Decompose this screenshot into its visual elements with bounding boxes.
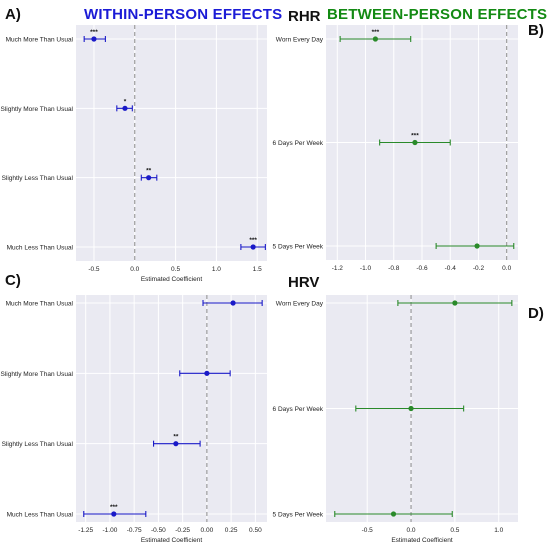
estimate-point: [204, 370, 210, 376]
y-category-label: 6 Days Per Week: [273, 140, 324, 147]
x-tick-label: -1.00: [103, 527, 118, 534]
x-tick-label: 0.5: [171, 266, 180, 273]
y-category-label: Much Less Than Usual: [7, 245, 74, 252]
chart-d: -0.5 0.0 0.5 1.0 Worn Every Day 6 Days Per We…: [273, 295, 518, 544]
significance-marker: *: [124, 98, 127, 105]
y-category-label: Slightly Less Than Usual: [2, 175, 74, 182]
hrv-label: HRV: [288, 274, 320, 291]
x-tick-label: 1.0: [494, 527, 503, 534]
x-tick-label: -1.25: [78, 527, 93, 534]
estimate-point: [452, 300, 458, 306]
estimate-point: [111, 511, 117, 517]
y-category-label: Slightly More Than Usual: [1, 371, 74, 378]
significance-marker: **: [173, 434, 179, 441]
significance-marker: ***: [372, 29, 380, 36]
x-tick-label: -0.5: [362, 527, 374, 534]
x-tick-label: -1.0: [360, 265, 372, 272]
x-tick-label: -0.50: [151, 527, 166, 534]
significance-marker: ***: [249, 237, 257, 244]
panel-label-a: A): [5, 6, 21, 23]
estimate-point: [372, 36, 379, 42]
x-tick-label: -0.4: [445, 265, 457, 272]
within-person-title: WITHIN-PERSON EFFECTS: [84, 6, 283, 23]
x-tick-label: 0.50: [249, 527, 262, 534]
estimate-point: [230, 300, 236, 306]
x-tick-label: 0.25: [225, 527, 238, 534]
panel-label-d: D): [528, 305, 544, 322]
plot-area-c: [76, 295, 267, 522]
significance-marker: ***: [90, 29, 98, 36]
x-tick-label: 1.0: [212, 266, 221, 273]
between-person-title: BETWEEN-PERSON EFFECTS: [327, 6, 548, 23]
chart-b: -1.2 -1.0 -0.8 -0.6 -0.4 -0.2 0.0 Worn Every Da…: [273, 25, 518, 272]
x-tick-label: 0.00: [201, 527, 214, 534]
x-tick-label: -0.75: [127, 527, 142, 534]
y-category-label: Worn Every Day: [276, 301, 324, 308]
y-category-label: Slightly More Than Usual: [1, 106, 74, 113]
significance-marker: **: [146, 168, 152, 175]
chart-c: -1.25 -1.00 -0.75 -0.50 -0.25 0.00 0.25 0.50 Muc…: [1, 295, 267, 544]
significance-marker: ***: [411, 133, 419, 140]
y-category-label: 6 Days Per Week: [273, 406, 324, 413]
x-tick-label: 0.0: [407, 527, 416, 534]
panel-label-c: C): [5, 272, 21, 289]
x-axis-label: Estimated Coefficient: [391, 537, 452, 544]
x-tick-label: 0.0: [502, 265, 511, 272]
estimate-point: [390, 511, 397, 517]
y-category-label: 5 Days Per Week: [273, 244, 324, 251]
y-category-label: Much Less Than Usual: [7, 512, 74, 519]
x-tick-label: 0.5: [450, 527, 459, 534]
y-category-label: Slightly Less Than Usual: [2, 441, 74, 448]
panel-label-b: B): [528, 22, 544, 39]
estimate-point: [250, 244, 256, 250]
x-tick-label: 0.0: [130, 266, 139, 273]
significance-marker: ***: [110, 504, 118, 511]
y-category-label: Much More Than Usual: [6, 301, 74, 308]
x-tick-label: -0.8: [388, 265, 400, 272]
y-category-label: 5 Days Per Week: [273, 512, 324, 519]
estimate-point: [408, 405, 414, 412]
x-tick-label: -0.5: [88, 266, 100, 273]
estimate-point: [173, 441, 179, 447]
estimate-point: [146, 175, 152, 181]
estimate-point: [91, 36, 97, 42]
x-tick-label: -0.6: [416, 265, 428, 272]
x-tick-label: 1.5: [253, 266, 262, 273]
y-category-label: Much More Than Usual: [6, 37, 74, 44]
plot-area-a: [76, 25, 267, 261]
chart-a: -0.5 0.0 0.5 1.0 1.5 Much More Than Usual Slig…: [1, 25, 267, 283]
rhr-label: RHR: [288, 8, 321, 25]
x-tick-label: -0.2: [473, 265, 485, 272]
x-axis-label: Estimated Coefficient: [141, 276, 202, 283]
estimate-point: [474, 243, 480, 249]
estimate-point: [412, 139, 418, 146]
y-category-label: Worn Every Day: [276, 37, 324, 44]
estimate-point: [122, 105, 128, 111]
x-tick-label: -1.2: [332, 265, 344, 272]
x-axis-label: Estimated Coefficient: [141, 537, 202, 544]
x-tick-label: -0.25: [175, 527, 190, 534]
